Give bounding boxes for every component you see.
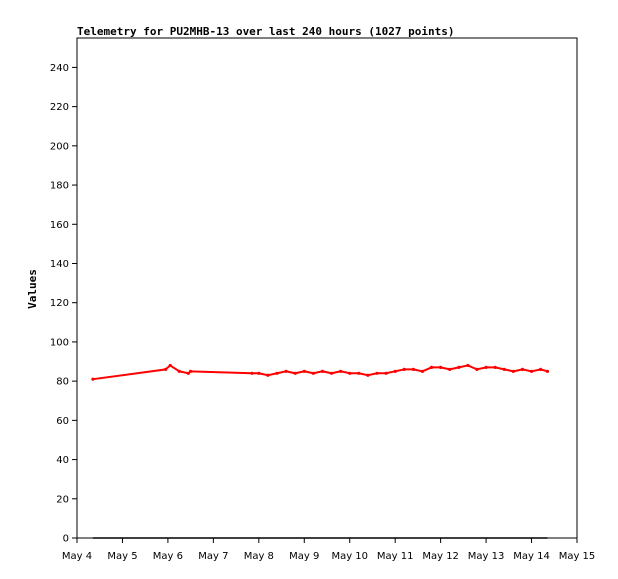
y-tick-label: 0: [63, 534, 69, 545]
y-tick-label: 180: [50, 181, 69, 192]
telemetry-point: [311, 371, 315, 375]
telemetry-point: [164, 367, 168, 371]
x-tick-label: May 4: [62, 551, 92, 562]
telemetry-point: [293, 371, 297, 375]
telemetry-point: [168, 363, 172, 368]
telemetry-point: [520, 367, 525, 371]
telemetry-point: [189, 369, 193, 373]
telemetry-point: [502, 367, 506, 371]
telemetry-point: [493, 365, 497, 370]
telemetry-point: [411, 367, 415, 371]
telemetry-point: [466, 363, 470, 368]
y-tick-label: 80: [56, 377, 69, 388]
telemetry-point: [275, 371, 279, 375]
telemetry-point: [511, 369, 515, 373]
y-axis-label: Values: [26, 269, 39, 309]
y-axis: 0 20 40 60 80 100 120 140 160 180 200 220 240: [50, 63, 77, 545]
x-tick-label: May 12: [422, 551, 459, 562]
telemetry-point: [266, 373, 270, 377]
x-tick-label: May 6: [153, 551, 183, 562]
telemetry-point: [393, 369, 397, 373]
x-tick-label: May 10: [331, 551, 368, 562]
y-tick-label: 220: [50, 102, 69, 113]
x-tick-label: May 11: [377, 551, 414, 562]
telemetry-point: [375, 371, 379, 375]
x-tick-label: May 13: [468, 551, 505, 562]
series-layer: [91, 363, 550, 539]
telemetry-point: [177, 369, 181, 373]
plot-area: [76, 37, 578, 539]
y-tick-label: 120: [50, 298, 69, 309]
x-tick-label: May 8: [244, 551, 274, 562]
y-tick-label: 240: [50, 63, 69, 74]
telemetry-point: [457, 365, 461, 370]
y-tick-label: 40: [56, 455, 69, 466]
telemetry-point: [348, 371, 352, 375]
telemetry-point: [329, 371, 334, 375]
telemetry-point: [257, 371, 261, 375]
telemetry-point: [484, 365, 488, 370]
telemetry-point: [302, 369, 306, 373]
telemetry-point: [357, 371, 361, 375]
telemetry-point: [539, 367, 543, 371]
telemetry-series: [91, 363, 550, 381]
telemetry-point: [186, 371, 190, 375]
telemetry-point: [545, 369, 550, 373]
x-tick-label: May 5: [107, 551, 137, 562]
telemetry-point: [320, 369, 325, 373]
telemetry-point: [339, 369, 343, 373]
telemetry-point: [439, 365, 443, 370]
x-tick-label: May 9: [289, 551, 319, 562]
x-tick-label: May 14: [513, 551, 550, 562]
y-tick-label: 60: [56, 416, 69, 427]
telemetry-point: [284, 369, 288, 373]
y-tick-label: 160: [50, 220, 69, 231]
telemetry-point: [402, 367, 406, 371]
y-tick-label: 100: [50, 337, 69, 348]
telemetry-point: [384, 371, 388, 375]
telemetry-point: [420, 369, 425, 373]
telemetry-point: [366, 373, 370, 377]
telemetry-point: [250, 371, 254, 375]
telemetry-point: [448, 367, 452, 371]
x-tick-label: May 15: [559, 551, 596, 562]
telemetry-point: [529, 369, 534, 373]
telemetry-point: [429, 365, 434, 370]
x-axis: May 4 May 5 May 6 May 7 May 8 May 9 May 10 May …: [62, 538, 595, 562]
x-tick-label: May 7: [198, 551, 228, 562]
y-tick-label: 200: [50, 141, 69, 152]
y-tick-label: 140: [50, 259, 69, 270]
telemetry-point: [475, 367, 479, 371]
y-tick-label: 20: [56, 494, 69, 505]
telemetry-point: [91, 377, 95, 381]
telemetry-line: [92, 364, 548, 381]
chart-title: Telemetry for PU2MHB-13 over last 240 ho…: [77, 25, 455, 38]
